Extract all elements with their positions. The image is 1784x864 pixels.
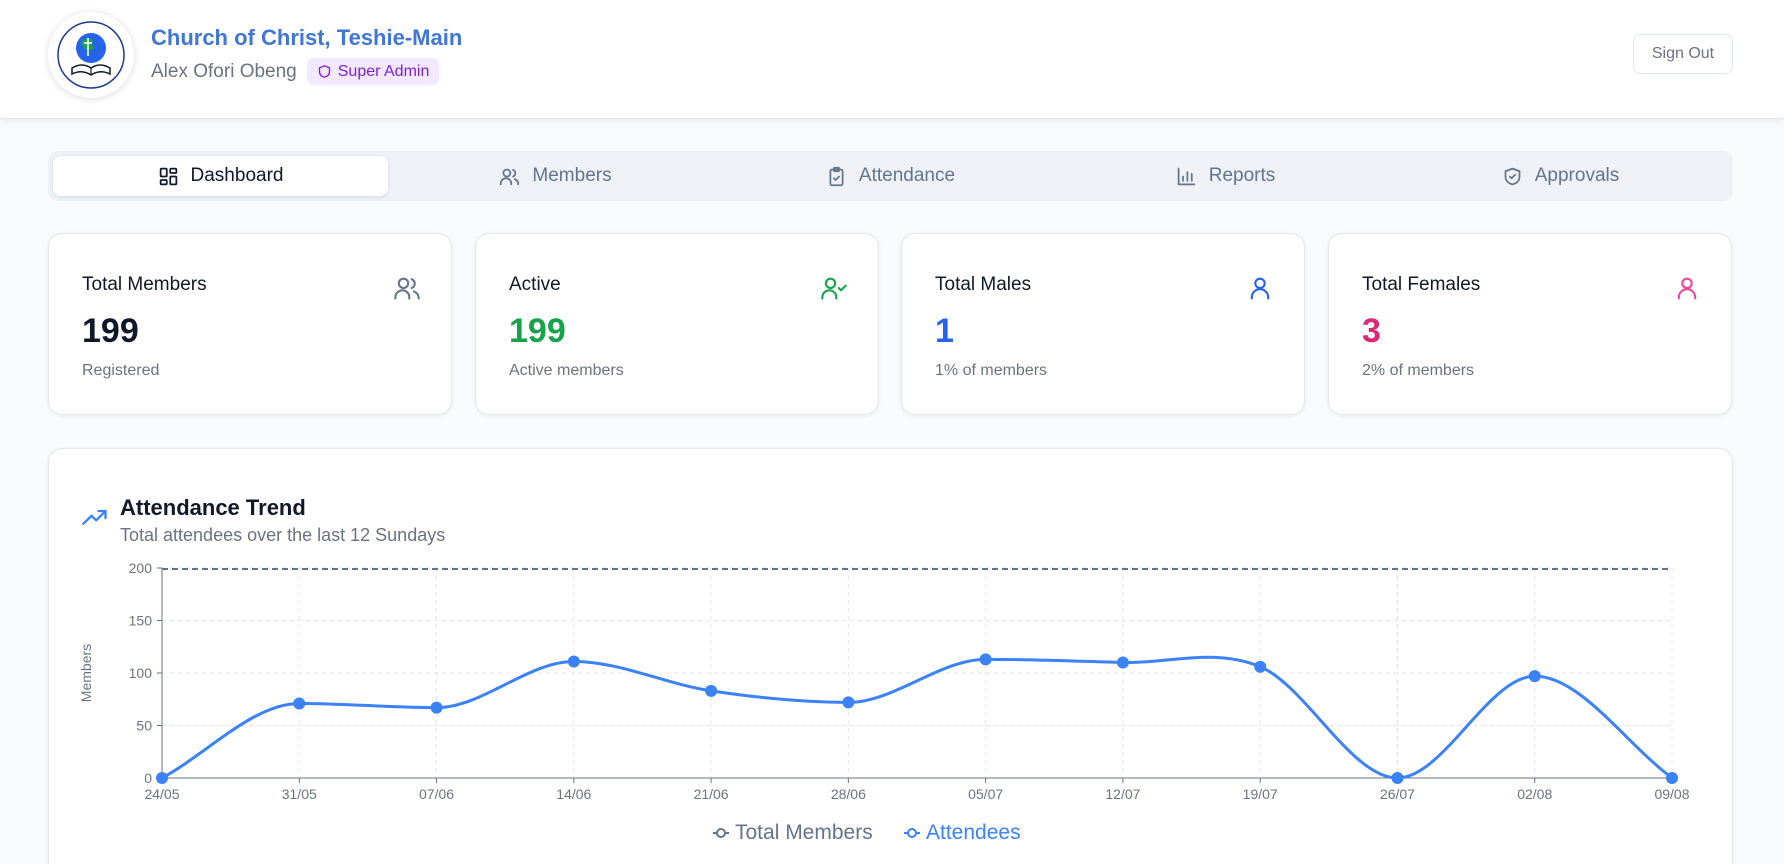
stat-subtitle: 2% of members: [1362, 362, 1475, 379]
x-tick-label: 09/08: [1654, 786, 1689, 802]
user-icon: [1250, 277, 1270, 300]
stat-card-total-members: Total Members 199 Registered: [48, 233, 452, 415]
legend-label: Attendees: [926, 821, 1021, 844]
attendance-line-chart: 0 50 100 150 200 24/05 31/05 07/06 14/06 21/06 28/…: [78, 560, 1690, 844]
legend-marker: [907, 828, 917, 838]
church-logo: [48, 12, 134, 98]
x-tick-label: 12/07: [1105, 786, 1140, 802]
attendees-point: [979, 653, 992, 666]
x-tick-label: 14/06: [556, 786, 591, 802]
tab-label: Members: [532, 165, 612, 186]
x-tick-label: 07/06: [419, 786, 454, 802]
attendees-point: [1254, 660, 1267, 673]
tab-label: Attendance: [858, 165, 956, 186]
tab-members[interactable]: Members: [388, 156, 723, 196]
user-icon: [1677, 277, 1697, 300]
chart-title: Attendance Trend: [120, 495, 306, 520]
stat-title: Total Females: [1362, 274, 1481, 295]
x-tick-label: 31/05: [282, 786, 317, 802]
stat-value: 1: [935, 312, 954, 350]
y-tick-label: 150: [129, 613, 153, 629]
attendees-point: [156, 772, 168, 784]
legend-label: Total Members: [735, 821, 873, 844]
attendees-point: [842, 696, 855, 709]
stat-subtitle: Active members: [509, 362, 624, 379]
user-name: Alex Ofori Obeng: [151, 60, 297, 82]
shield-check-icon: [1504, 167, 1521, 185]
sign-out-button[interactable]: Sign Out: [1633, 34, 1733, 74]
stat-title: Total Males: [935, 274, 1032, 295]
bar-chart-icon: [1177, 167, 1195, 185]
dashboard-icon: [159, 167, 177, 185]
user-check-icon: [821, 277, 847, 300]
tab-label: Approvals: [1534, 165, 1620, 186]
stat-value: 3: [1362, 312, 1381, 350]
x-tick-label: 21/06: [694, 786, 729, 802]
attendees-line: [161, 655, 1673, 780]
app-header: Church of Christ, Teshie-Main Alex Ofori…: [0, 0, 1784, 119]
attendees-point: [1116, 656, 1129, 669]
shield-icon: [318, 65, 330, 78]
x-tick-label: 28/06: [831, 786, 866, 802]
stat-subtitle: Registered: [82, 362, 160, 379]
stat-value: 199: [509, 312, 566, 350]
x-tick-label: 26/07: [1380, 786, 1415, 802]
tab-reports[interactable]: Reports: [1058, 156, 1393, 196]
y-tick-label: 50: [136, 718, 152, 734]
attendees-point: [1391, 772, 1404, 784]
y-tick-label: 100: [129, 665, 153, 681]
stat-card-total-females: Total Females 3 2% of members: [1328, 233, 1732, 415]
attendance-trend-card: Attendance Trend Total attendees over th…: [48, 448, 1733, 864]
user-info: Alex Ofori Obeng Super Admin: [151, 58, 440, 85]
stat-title: Total Members: [82, 274, 207, 295]
stat-card-active: Active 199 Active members: [475, 233, 879, 415]
main-tabs: Dashboard Members Attendance Reports App…: [48, 151, 1733, 201]
x-tick-label: 02/08: [1517, 786, 1552, 802]
users-icon: [394, 277, 420, 300]
legend-marker: [716, 828, 726, 838]
tab-dashboard[interactable]: Dashboard: [53, 156, 388, 196]
attendees-point: [567, 655, 580, 668]
church-name: Church of Christ, Teshie-Main: [151, 25, 463, 50]
tab-label: Dashboard: [190, 165, 284, 186]
y-tick-label: 0: [144, 770, 152, 786]
users-icon: [500, 168, 520, 185]
tab-attendance[interactable]: Attendance: [723, 156, 1058, 196]
attendees-point: [430, 701, 443, 714]
tab-label: Reports: [1208, 165, 1276, 186]
x-tick-label: 24/05: [144, 786, 179, 802]
x-tick-label: 19/07: [1243, 786, 1278, 802]
attendees-point: [293, 697, 306, 710]
role-label: Super Admin: [337, 62, 430, 80]
role-badge: Super Admin: [306, 58, 440, 85]
attendees-point: [1528, 670, 1541, 683]
y-tick-label: 200: [129, 560, 153, 576]
stat-title: Active: [509, 274, 561, 295]
stat-card-total-males: Total Males 1 1% of members: [901, 233, 1305, 415]
attendees-point: [1666, 772, 1678, 784]
y-axis-label: Members: [78, 644, 94, 702]
stat-value: 199: [82, 312, 139, 350]
attendees-point: [705, 684, 718, 697]
chart-subtitle: Total attendees over the last 12 Sundays: [120, 525, 446, 545]
tab-approvals[interactable]: Approvals: [1393, 156, 1728, 196]
stat-subtitle: 1% of members: [935, 362, 1048, 379]
trending-up-icon: [82, 509, 107, 525]
x-tick-label: 05/07: [968, 786, 1003, 802]
clipboard-check-icon: [829, 166, 844, 186]
